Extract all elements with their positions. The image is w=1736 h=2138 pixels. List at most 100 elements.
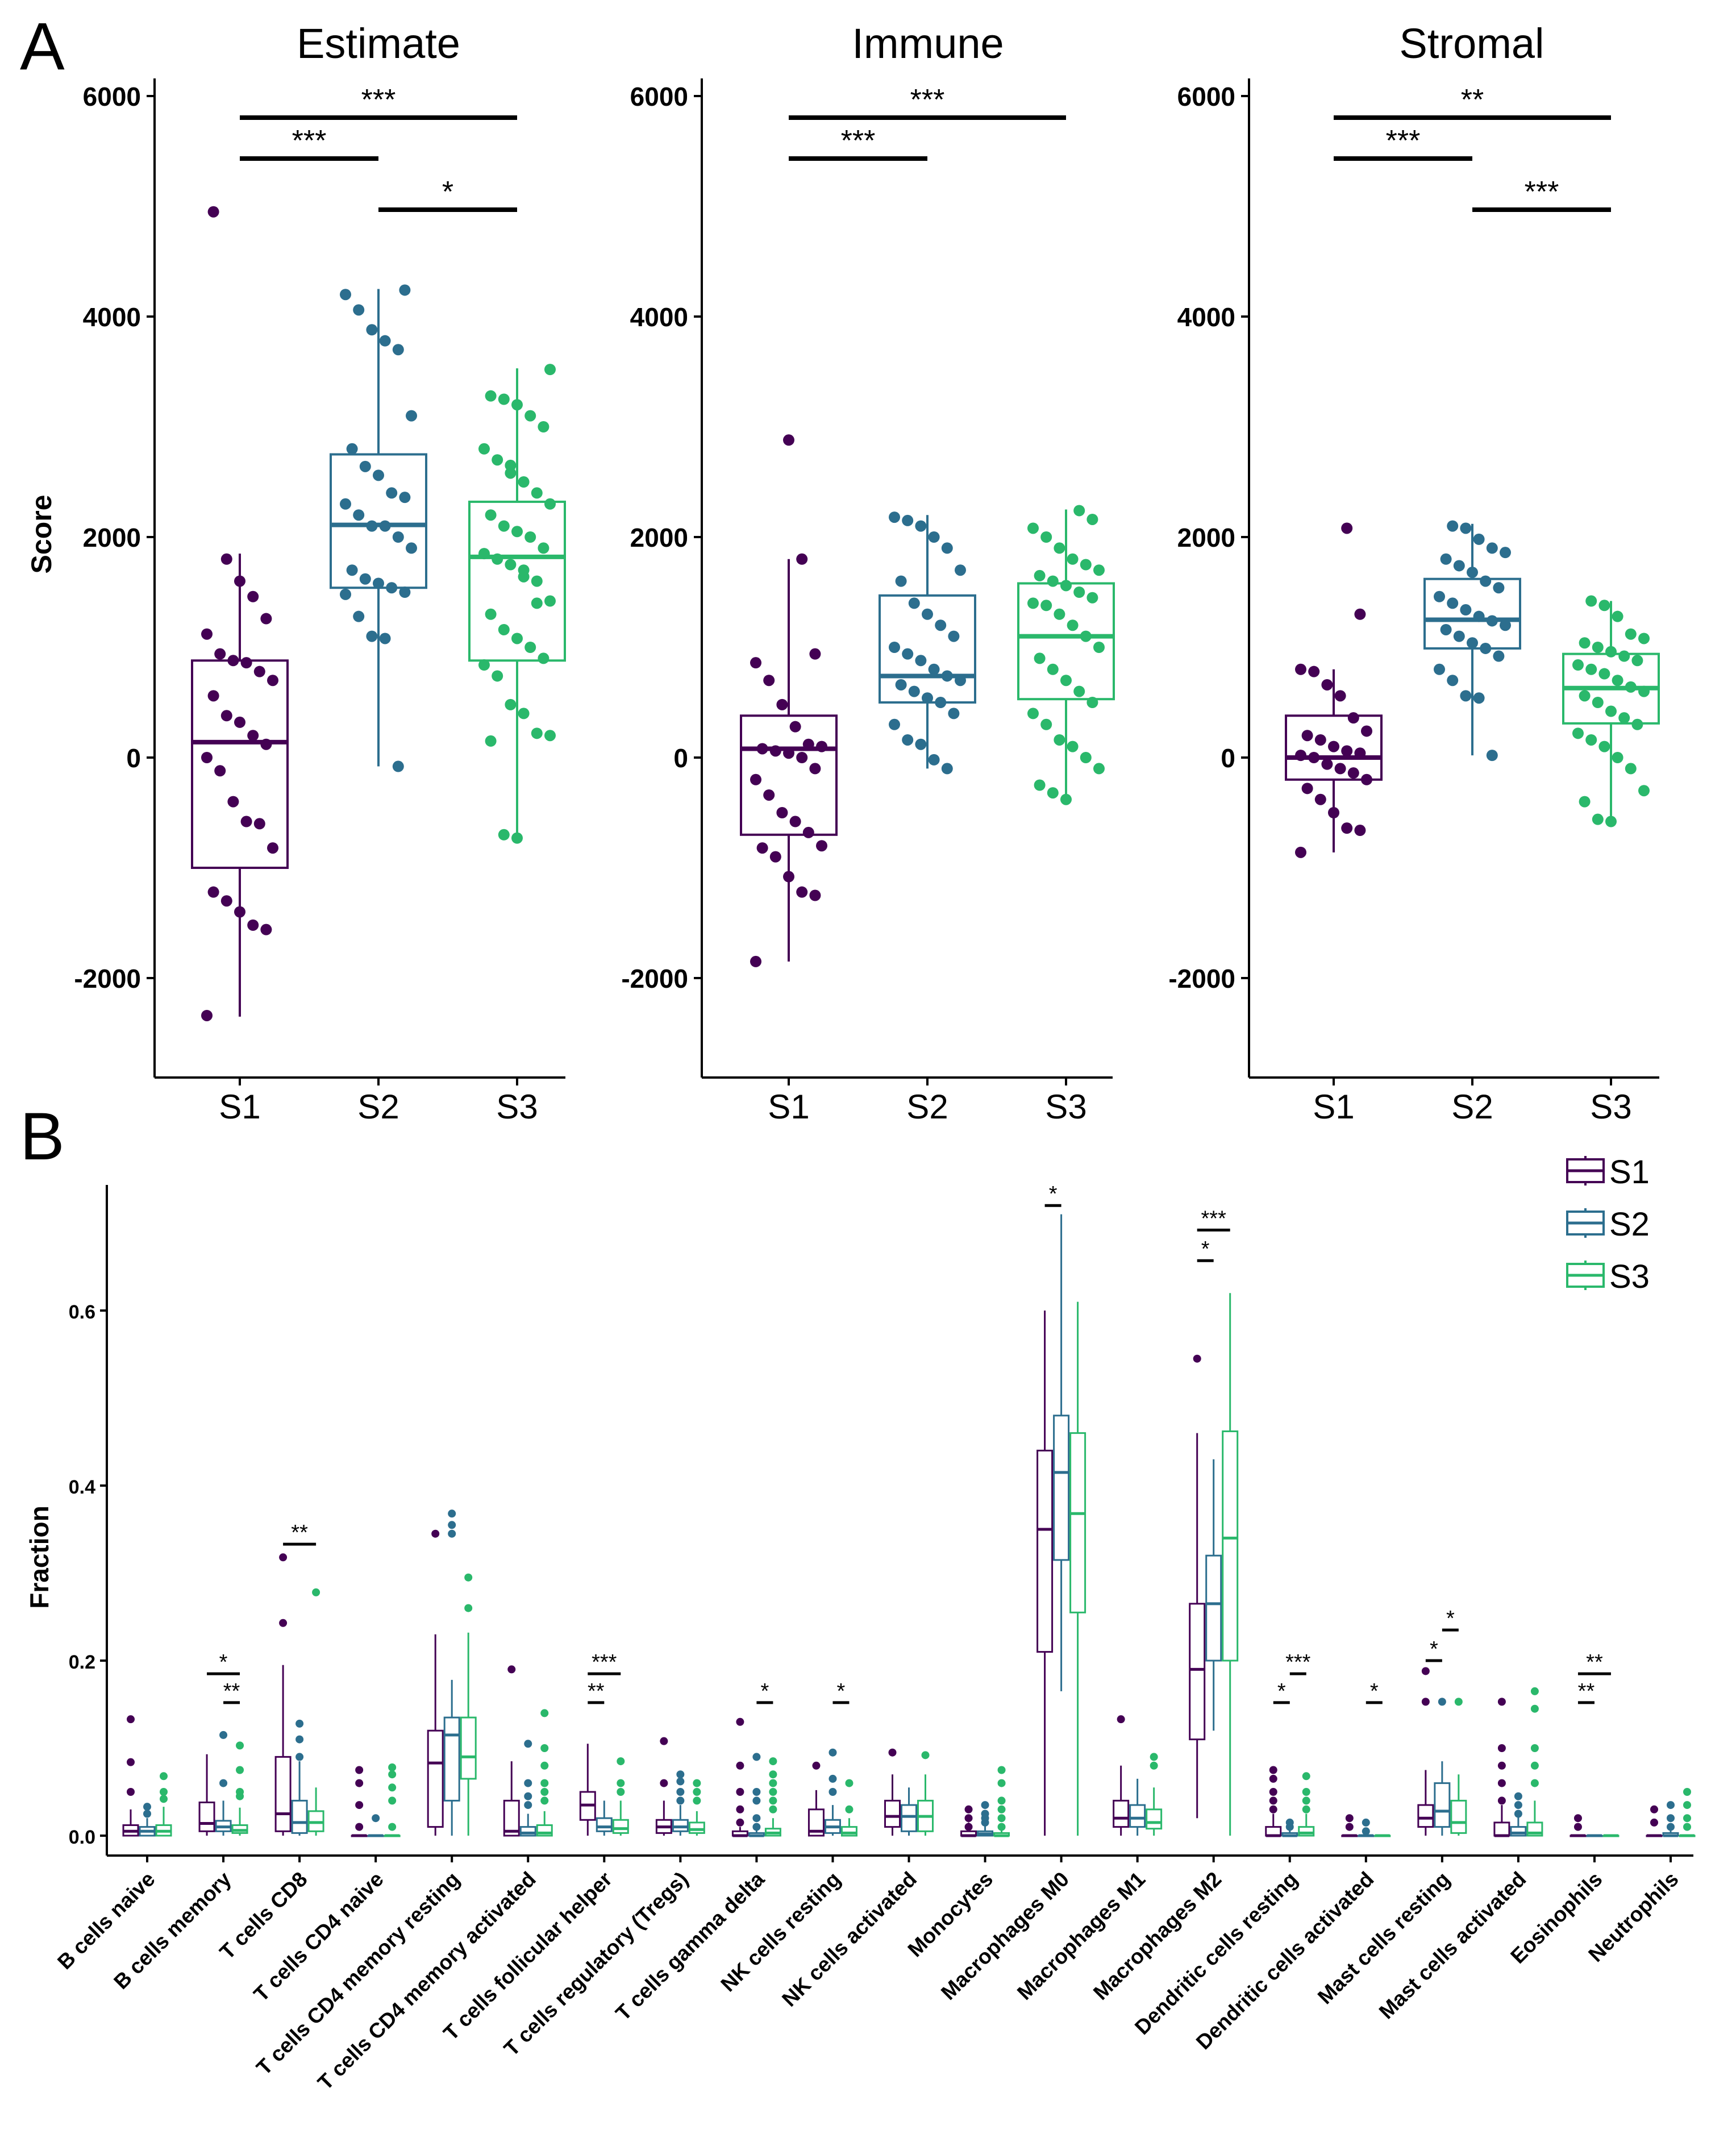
box-S2 — [901, 1787, 917, 1836]
data-point — [366, 324, 378, 336]
data-point — [1361, 773, 1372, 785]
data-point — [379, 633, 391, 644]
box-S2 — [443, 1679, 460, 1836]
box-S1 — [740, 559, 838, 962]
outlier-point — [236, 1766, 244, 1774]
estimate-title: Estimate — [297, 20, 460, 67]
box — [1189, 1603, 1206, 1741]
data-point — [1486, 615, 1498, 627]
data-point — [935, 619, 947, 631]
outlier-point — [355, 1779, 364, 1787]
outlier-point — [1530, 1779, 1539, 1787]
data-point — [935, 697, 947, 708]
outlier-point — [964, 1805, 973, 1813]
data-point — [1073, 587, 1085, 598]
data-point — [1067, 553, 1079, 565]
category-label: Macrophages M2 — [1089, 1867, 1226, 2004]
data-point — [1612, 610, 1623, 622]
data-point — [889, 718, 900, 730]
data-point — [756, 842, 768, 854]
data-point — [889, 511, 900, 523]
outlier-point — [617, 1779, 625, 1787]
data-point — [908, 597, 920, 609]
category-label: T cells gamma delta — [611, 1867, 769, 2025]
data-point — [340, 289, 351, 301]
data-point — [1592, 813, 1604, 825]
outlier-point — [1302, 1796, 1310, 1805]
box-S3 — [840, 1818, 857, 1837]
box — [1053, 1415, 1070, 1561]
outlier-point — [236, 1741, 244, 1750]
data-point — [1054, 542, 1065, 554]
data-point — [1086, 697, 1098, 708]
data-point — [1080, 630, 1092, 642]
data-point — [809, 889, 821, 901]
y-tick-label: 6000 — [83, 82, 141, 111]
data-point — [346, 443, 358, 455]
box-S1 — [122, 1809, 139, 1837]
box-S3 — [536, 1811, 553, 1837]
box-S2 — [330, 289, 427, 767]
box-S1 — [1113, 1765, 1130, 1836]
outlier-point — [829, 1748, 837, 1757]
outlier-point — [219, 1731, 228, 1739]
outlier-point — [279, 1619, 288, 1627]
data-point — [247, 919, 259, 931]
data-point — [1341, 822, 1353, 834]
y-tick-label: -2000 — [621, 964, 688, 993]
data-point — [386, 487, 398, 499]
outlier-point — [676, 1770, 685, 1779]
data-point — [1054, 608, 1065, 620]
outlier-point — [1683, 1814, 1691, 1823]
y-tick-label: 0.4 — [69, 1476, 95, 1498]
data-point — [1625, 763, 1637, 775]
outlier-point — [1421, 1698, 1430, 1706]
outlier-point — [540, 1709, 549, 1717]
outlier-point — [752, 1796, 761, 1805]
data-point — [1027, 522, 1039, 534]
box — [596, 1817, 613, 1832]
data-point — [1093, 763, 1105, 775]
data-point — [1334, 690, 1346, 702]
significance-label: *** — [592, 1650, 617, 1674]
data-point — [1295, 663, 1306, 675]
data-point — [1334, 763, 1346, 775]
outlier-point — [997, 1766, 1006, 1774]
data-point — [478, 548, 490, 560]
data-point — [260, 924, 272, 935]
outlier-point — [1454, 1698, 1463, 1706]
category-label: Macrophages M1 — [1013, 1867, 1150, 2004]
data-point — [783, 747, 794, 759]
immune-plot: Immune -2000 0 2000 4000 6000 S1 S2 S3 *** *** — [621, 20, 1115, 1126]
data-point — [789, 816, 801, 827]
box — [1146, 1808, 1163, 1830]
box-S2 — [977, 1825, 994, 1837]
significance-label: * — [219, 1650, 228, 1674]
outlier-point — [448, 1521, 456, 1529]
data-point — [492, 670, 503, 682]
outlier-point — [388, 1823, 397, 1831]
outlier-point — [752, 1753, 761, 1761]
data-point — [353, 610, 365, 622]
data-point — [359, 460, 371, 472]
box — [612, 1819, 629, 1834]
x-tick-label: S1 — [1313, 1088, 1354, 1126]
outlier-point — [524, 1740, 532, 1748]
data-point — [240, 816, 252, 827]
data-point — [1598, 600, 1610, 612]
data-point — [1467, 637, 1478, 649]
outlier-point — [997, 1823, 1006, 1831]
outlier-point — [1345, 1823, 1354, 1831]
data-point — [1361, 725, 1372, 737]
box-S3 — [307, 1787, 324, 1836]
outlier-point — [1269, 1766, 1277, 1774]
data-point — [498, 393, 510, 405]
data-point — [366, 630, 378, 642]
data-point — [1308, 665, 1320, 677]
data-point — [1434, 590, 1445, 602]
data-point — [538, 542, 549, 554]
data-point — [1605, 816, 1617, 827]
x-tick-label: S2 — [1451, 1088, 1493, 1126]
box-S3 — [155, 1807, 172, 1837]
outlier-point — [312, 1588, 320, 1596]
